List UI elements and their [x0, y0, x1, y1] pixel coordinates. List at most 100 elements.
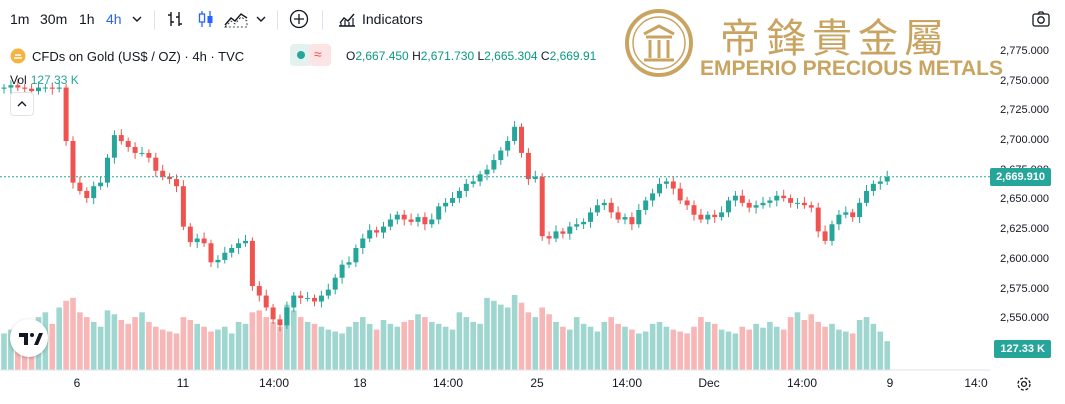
volume-bar — [739, 326, 746, 370]
candle-body — [788, 198, 794, 203]
candle-body — [56, 87, 62, 89]
area-chart-type-icon[interactable] — [224, 9, 248, 32]
tradingview-logo[interactable] — [10, 319, 48, 357]
volume-bar — [822, 326, 828, 370]
chevron-down-icon[interactable] — [255, 12, 267, 28]
timeframe-1h-button[interactable]: 1h — [79, 11, 95, 27]
candle-body — [657, 183, 662, 194]
volume-bar — [649, 323, 656, 370]
timeframe-1m-button[interactable]: 1m — [10, 11, 30, 27]
volume-bar — [277, 326, 283, 370]
volume-bar — [711, 323, 718, 370]
candle-body — [84, 190, 90, 199]
volume-bar — [849, 333, 856, 370]
candle-body — [77, 182, 83, 191]
delayed-data-pill[interactable]: ≈ — [309, 44, 331, 66]
candle-body — [249, 240, 255, 287]
candle-body — [829, 224, 835, 241]
candle-body — [284, 307, 290, 326]
candle-body — [663, 181, 669, 184]
volume-bar — [636, 333, 642, 370]
volume-bar — [256, 310, 263, 370]
symbol-title[interactable]: CFDs on Gold (US$ / OZ) · 4h · TVC — [32, 48, 245, 64]
volume-bar — [97, 326, 104, 370]
volume-bar — [470, 321, 476, 370]
volume-bar — [691, 326, 697, 370]
volume-bar — [525, 312, 532, 370]
volume-bar — [601, 321, 608, 370]
candle-body — [174, 179, 179, 187]
volume-bar — [801, 320, 808, 370]
volume-bar — [863, 317, 870, 370]
volume-bar — [629, 329, 635, 370]
price-tick-label: 2,550.000 — [1000, 312, 1049, 325]
price-tick-label: 2,625.000 — [1000, 223, 1049, 236]
time-tick-label: 14:00 — [258, 376, 290, 390]
candlestick-chart-type-icon[interactable] — [196, 9, 216, 32]
volume-bar — [746, 329, 752, 370]
volume-bar — [498, 304, 504, 370]
volume-bar — [132, 317, 138, 370]
candle-body — [111, 135, 117, 158]
volume-bar — [456, 312, 463, 370]
candle-body — [739, 195, 745, 203]
volume-bar — [594, 331, 601, 370]
toolbar-divider — [154, 10, 155, 30]
candle-body — [374, 230, 380, 233]
time-tick-label: 14:00 — [432, 376, 464, 390]
collapse-legend-button[interactable] — [10, 92, 34, 116]
volume-bar — [767, 321, 773, 370]
candle-body — [387, 219, 393, 227]
volume-bar — [815, 321, 821, 370]
volume-bar — [401, 321, 407, 370]
volume-bar — [656, 321, 663, 370]
volume-bar — [8, 329, 14, 370]
candle-body — [719, 212, 725, 218]
indicators-button[interactable]: Indicators — [362, 11, 423, 27]
indicators-icon[interactable] — [337, 9, 357, 32]
volume-bar — [194, 323, 200, 370]
market-status-pill[interactable] — [290, 44, 312, 66]
volume-bar — [760, 327, 766, 370]
delayed-wave-icon: ≈ — [314, 46, 322, 62]
time-tick-label: 25 — [530, 376, 544, 390]
candle-body — [588, 212, 593, 222]
candle-body — [146, 152, 152, 158]
candle-body — [470, 181, 476, 184]
volume-bar — [166, 331, 173, 370]
time-tick-label: Dec — [698, 376, 720, 390]
volume-bar — [373, 329, 380, 370]
volume-bar — [304, 321, 311, 370]
add-compare-icon[interactable] — [289, 9, 309, 32]
price-tick-label: 2,575.000 — [1000, 282, 1049, 295]
settings-gear-icon[interactable] — [1016, 376, 1032, 397]
time-tick-label: 14:0 — [964, 376, 988, 390]
candle-body — [498, 150, 504, 161]
camera-snapshot-icon[interactable] — [1031, 9, 1051, 32]
timeframe-4h-button[interactable]: 4h — [106, 11, 122, 27]
timeframe-30m-button[interactable]: 30m — [40, 11, 68, 27]
candle-body — [608, 202, 614, 213]
candle-body — [325, 289, 331, 296]
volume-bar — [442, 326, 449, 370]
chevron-up-icon — [17, 101, 27, 107]
candle-body — [22, 87, 28, 89]
bar-chart-type-icon[interactable] — [166, 9, 186, 32]
volume-bar — [63, 300, 69, 370]
tradingview-logo-icon — [19, 333, 43, 345]
volume-bar — [504, 307, 511, 370]
candle-body — [422, 217, 428, 225]
time-tick-label: 14:00 — [611, 376, 643, 390]
chevron-down-icon[interactable] — [131, 12, 143, 28]
volume-bar — [856, 320, 863, 370]
candle-body — [263, 295, 269, 308]
volume-bar — [408, 320, 414, 370]
candle-body — [712, 214, 718, 218]
volume-bar — [159, 329, 166, 370]
candle-body — [367, 230, 373, 239]
volume-bar — [118, 320, 125, 370]
candle-body — [125, 141, 131, 147]
volume-bar — [677, 331, 683, 370]
close-value: 2,669.91 — [549, 49, 597, 63]
volume-bar — [587, 326, 594, 370]
